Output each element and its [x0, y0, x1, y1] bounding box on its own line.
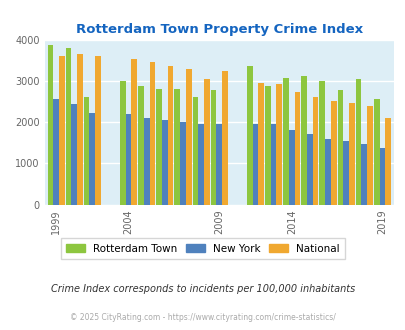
Bar	[210, 90, 216, 205]
Bar	[373, 99, 379, 205]
Bar	[47, 45, 53, 205]
Bar	[288, 130, 294, 205]
Text: Crime Index corresponds to incidents per 100,000 inhabitants: Crime Index corresponds to incidents per…	[51, 284, 354, 294]
Bar	[301, 76, 306, 205]
Bar	[174, 89, 180, 205]
Bar	[156, 89, 162, 205]
Bar	[149, 62, 155, 205]
Bar	[324, 139, 330, 205]
Bar	[138, 86, 143, 205]
Bar	[343, 141, 348, 205]
Bar	[198, 124, 203, 205]
Bar	[246, 66, 252, 205]
Bar	[185, 69, 191, 205]
Bar	[379, 148, 384, 205]
Bar	[252, 124, 258, 205]
Bar	[71, 104, 77, 205]
Bar	[264, 86, 270, 205]
Bar	[258, 83, 263, 205]
Bar	[312, 97, 318, 205]
Bar	[216, 124, 222, 205]
Bar	[384, 117, 390, 205]
Bar	[131, 59, 137, 205]
Bar	[89, 113, 95, 205]
Bar	[360, 145, 366, 205]
Bar	[294, 92, 300, 205]
Bar	[167, 66, 173, 205]
Bar	[180, 122, 185, 205]
Bar	[95, 56, 100, 205]
Bar	[222, 71, 227, 205]
Bar	[306, 134, 312, 205]
Bar	[126, 114, 131, 205]
Bar	[366, 106, 372, 205]
Bar	[355, 79, 360, 205]
Bar	[348, 103, 354, 205]
Bar	[143, 117, 149, 205]
Bar	[276, 84, 281, 205]
Bar	[120, 81, 126, 205]
Bar	[77, 54, 83, 205]
Bar	[330, 101, 336, 205]
Bar	[162, 120, 167, 205]
Bar	[192, 97, 198, 205]
Bar	[283, 79, 288, 205]
Bar	[270, 124, 276, 205]
Bar	[53, 99, 59, 205]
Bar	[59, 56, 64, 205]
Bar	[337, 90, 343, 205]
Bar	[83, 96, 89, 205]
Text: © 2025 CityRating.com - https://www.cityrating.com/crime-statistics/: © 2025 CityRating.com - https://www.city…	[70, 313, 335, 322]
Bar	[203, 79, 209, 205]
Legend: Rotterdam Town, New York, National: Rotterdam Town, New York, National	[61, 238, 344, 259]
Bar	[319, 81, 324, 205]
Title: Rotterdam Town Property Crime Index: Rotterdam Town Property Crime Index	[75, 23, 362, 36]
Bar	[66, 48, 71, 205]
